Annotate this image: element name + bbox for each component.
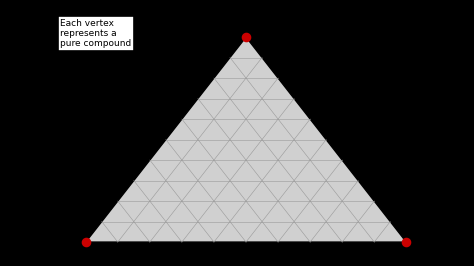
Point — [402, 240, 410, 244]
Point — [82, 240, 90, 244]
Text: 70: 70 — [305, 250, 315, 259]
Text: 90: 90 — [369, 250, 379, 259]
Text: 20: 20 — [387, 192, 400, 205]
Text: 10: 10 — [403, 213, 416, 225]
Text: 90: 90 — [76, 213, 89, 225]
Text: 80: 80 — [92, 192, 105, 205]
Text: 80: 80 — [337, 250, 347, 259]
Text: 50: 50 — [241, 250, 251, 259]
Text: 50: 50 — [339, 130, 351, 143]
Text: 10: 10 — [205, 48, 218, 61]
Text: 60: 60 — [273, 250, 283, 259]
Text: 50: 50 — [141, 130, 153, 143]
Text: 20: 20 — [189, 69, 201, 82]
Text: 30: 30 — [173, 89, 185, 102]
Text: 100 % A  (Acetic Acid): 100 % A (Acetic Acid) — [194, 12, 298, 21]
Text: 40: 40 — [156, 110, 169, 123]
Text: 20: 20 — [145, 250, 155, 259]
Text: Each vertex
represents a
pure compound: Each vertex represents a pure compound — [61, 19, 132, 48]
Text: 30: 30 — [177, 250, 187, 259]
Text: 70: 70 — [307, 89, 319, 102]
Text: 70: 70 — [109, 171, 121, 184]
Text: 40: 40 — [355, 151, 367, 164]
Text: % B: % B — [119, 129, 140, 139]
Text: 40: 40 — [209, 250, 219, 259]
Text: % A: % A — [352, 129, 373, 139]
Text: 80: 80 — [291, 69, 303, 82]
Text: 60: 60 — [125, 151, 137, 164]
Point — [242, 35, 250, 39]
Text: 30: 30 — [371, 171, 383, 184]
Text: 60: 60 — [323, 110, 336, 123]
Text: 90: 90 — [274, 48, 287, 61]
Polygon shape — [86, 37, 406, 242]
Text: 10: 10 — [113, 250, 123, 259]
